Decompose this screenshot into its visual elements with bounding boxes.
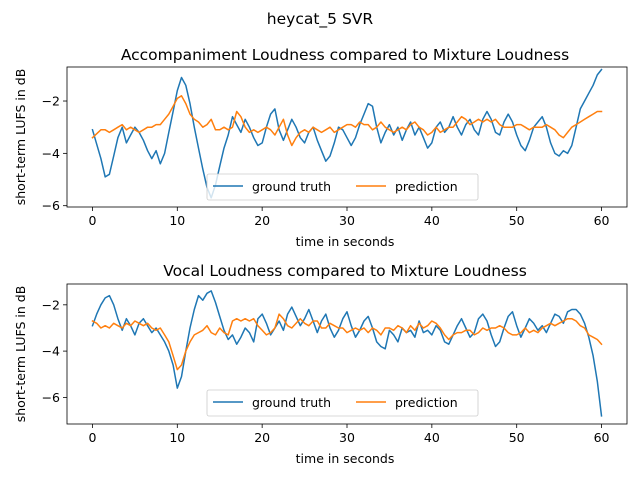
x-tick-label: 30 (339, 430, 355, 445)
chart-vocal: Vocal Loudness compared to Mixture Loudn… (13, 262, 628, 466)
y-tick-label: −2 (42, 297, 60, 312)
legend-frame (206, 389, 479, 417)
legend: ground truth prediction (206, 389, 479, 417)
x-tick-label: 20 (254, 430, 270, 445)
y-tick-label: −4 (42, 344, 60, 359)
axis-ticks: 0 10 20 30 40 50 60 −6 −4 −2 (42, 297, 610, 445)
y-tick-label: −6 (42, 390, 60, 405)
x-tick-label: 0 (88, 430, 96, 445)
series-line-ground-truth (91, 68, 603, 199)
y-axis-label: short-term LUFS in dB (13, 69, 28, 206)
x-tick-label: 60 (594, 213, 610, 228)
x-tick-label: 10 (169, 213, 185, 228)
x-tick-label: 60 (594, 430, 610, 445)
legend-label-prediction: prediction (395, 179, 458, 194)
y-tick-label: −2 (42, 94, 60, 109)
legend: ground truth prediction (206, 173, 479, 201)
legend-label-prediction: prediction (395, 395, 458, 410)
x-tick-label: 20 (254, 213, 270, 228)
x-tick-label: 30 (339, 213, 355, 228)
x-tick-label: 40 (424, 213, 440, 228)
y-axis-label: short-term LUFS in dB (13, 286, 28, 423)
x-axis-label: time in seconds (296, 234, 395, 249)
x-axis-label: time in seconds (296, 451, 395, 466)
x-tick-label: 40 (424, 430, 440, 445)
series-line-ground-truth (91, 290, 603, 417)
chart-title: Vocal Loudness compared to Mixture Loudn… (163, 262, 527, 280)
x-tick-label: 0 (88, 213, 96, 228)
chart-title: Accompaniment Loudness compared to Mixtu… (121, 46, 569, 64)
legend-label-ground-truth: ground truth (252, 395, 331, 410)
legend-label-ground-truth: ground truth (252, 179, 331, 194)
legend-frame (206, 173, 479, 201)
x-tick-label: 10 (169, 430, 185, 445)
chart-accompaniment: Accompaniment Loudness compared to Mixtu… (13, 46, 628, 249)
y-tick-label: −4 (42, 146, 60, 161)
series-line-prediction (91, 313, 603, 371)
x-tick-label: 50 (509, 213, 525, 228)
axis-ticks: 0 10 20 30 40 50 60 −6 −4 −2 (42, 94, 610, 228)
figure-title: heycat_5 SVR (267, 10, 374, 29)
x-tick-label: 50 (509, 430, 525, 445)
series-line-prediction (91, 95, 603, 147)
y-tick-label: −6 (42, 198, 60, 213)
